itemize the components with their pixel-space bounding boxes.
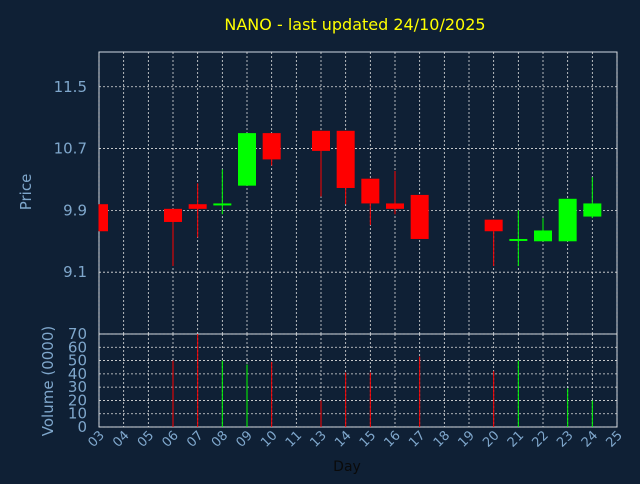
volume-tick-label: 20 <box>68 391 87 409</box>
price-tick-label: 9.1 <box>63 263 87 281</box>
volume-tick-label: 70 <box>68 325 87 343</box>
price-frame <box>98 51 618 335</box>
x-tick-label: 05 <box>135 428 157 450</box>
candle-body <box>312 130 330 151</box>
candle-body <box>164 208 182 222</box>
price-panel: 9.1 9.9 10.7 11.5 <box>54 51 618 335</box>
candle-body <box>484 219 503 232</box>
candle-body <box>336 130 355 188</box>
volume-panel: 03 04 05 06 07 08 09 10 11 13 14 15 16 17 18 19 20 21 22 23… <box>68 325 626 451</box>
volume-tick-label: 30 <box>68 378 87 396</box>
candle-body <box>509 238 528 241</box>
volume-tick-label: 0 <box>77 418 87 436</box>
candle-body <box>361 178 380 204</box>
x-tick-label: 17 <box>406 428 428 450</box>
x-axis-label: Day <box>333 459 361 475</box>
candle-body <box>213 203 232 206</box>
candle-body <box>558 198 577 242</box>
x-tick-label: 08 <box>209 428 231 450</box>
volume-axis-label: Volume (0000) <box>39 326 57 436</box>
x-tick-label: 25 <box>604 428 626 450</box>
x-tick-label: 04 <box>110 428 132 450</box>
x-tick-label: 24 <box>579 428 601 450</box>
candle-body <box>238 133 256 186</box>
candle-body <box>262 133 281 160</box>
candle-body <box>534 230 552 242</box>
price-tick-label: 10.7 <box>54 140 87 158</box>
x-tick-label: 10 <box>258 428 280 450</box>
volume-tick-label: 40 <box>68 365 87 383</box>
volume-frame <box>98 333 618 428</box>
x-tick-label: 23 <box>554 428 576 450</box>
x-tick-label: 06 <box>160 428 182 450</box>
volume-tick-label: 50 <box>68 352 87 370</box>
candle-body <box>188 204 207 209</box>
x-tick-label: 03 <box>86 428 108 450</box>
candle-body <box>99 204 108 232</box>
x-tick-label: 07 <box>184 428 206 450</box>
price-axis-label: Price <box>17 174 35 211</box>
x-tick-label: 11 <box>283 428 305 450</box>
price-tick-label: 9.9 <box>63 201 87 219</box>
x-tick-label: 20 <box>480 428 502 450</box>
x-tick-label: 22 <box>530 428 552 450</box>
x-tick-label: 18 <box>431 428 453 450</box>
x-tick-label: 15 <box>357 428 379 450</box>
candle-body <box>583 203 602 217</box>
x-tick-label: 09 <box>234 428 256 450</box>
x-tick-label: 21 <box>505 428 527 450</box>
volume-tick-label: 10 <box>68 405 87 423</box>
chart-title: NANO - last updated 24/10/2025 <box>224 15 485 34</box>
price-tick-label: 11.5 <box>54 78 87 96</box>
candle-body <box>386 203 404 209</box>
x-tick-label: 13 <box>308 428 330 450</box>
x-tick-label: 19 <box>456 428 478 450</box>
x-tick-label: 16 <box>382 428 404 450</box>
volume-tick-label: 60 <box>68 338 87 356</box>
candle-body <box>410 194 429 239</box>
x-tick-label: 14 <box>332 428 354 450</box>
